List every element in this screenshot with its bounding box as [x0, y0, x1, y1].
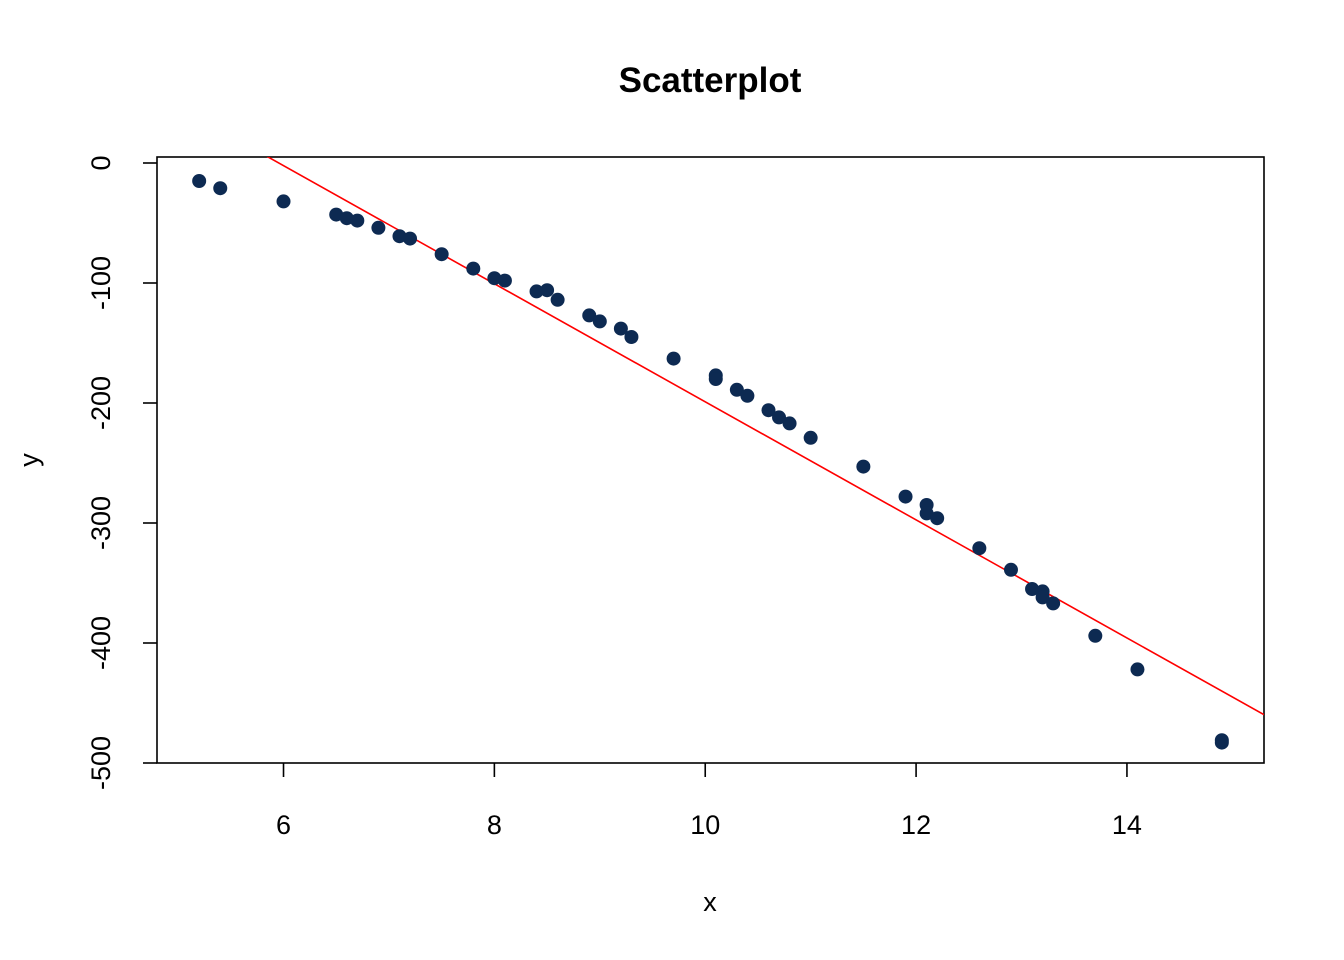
data-point — [540, 283, 555, 298]
chart-title: Scatterplot — [619, 61, 802, 100]
data-point — [1214, 735, 1229, 750]
data-point — [392, 229, 407, 244]
data-point — [1003, 562, 1018, 577]
plot-area-frame — [156, 156, 1265, 764]
data-point — [403, 231, 418, 246]
data-point — [339, 211, 354, 226]
data-point — [466, 261, 481, 276]
data-point — [329, 207, 344, 222]
y-tick-label: -100 — [86, 256, 116, 310]
data-point — [772, 410, 787, 425]
x-axis-title: x — [703, 887, 717, 917]
data-point — [856, 459, 871, 474]
data-point — [1025, 582, 1040, 596]
x-axis: 6 8 10 12 14 — [276, 763, 1142, 840]
data-point — [192, 174, 207, 188]
y-tick-label: -200 — [86, 376, 116, 430]
data-point — [761, 403, 776, 418]
data-point — [1046, 596, 1061, 611]
y-axis-title: y — [14, 453, 44, 467]
x-tick-label: 10 — [690, 810, 720, 840]
x-tick-label: 12 — [901, 810, 931, 840]
y-tick-label: -500 — [86, 736, 116, 790]
data-point — [1035, 590, 1050, 605]
data-point — [930, 511, 945, 526]
data-point — [1130, 662, 1145, 677]
data-point — [708, 372, 723, 386]
data-point — [497, 273, 512, 288]
data-point — [592, 314, 607, 329]
x-tick-label: 14 — [1112, 810, 1142, 840]
data-point — [371, 220, 386, 235]
data-point — [729, 382, 744, 397]
data-point — [487, 271, 502, 286]
data-point — [803, 430, 818, 445]
data-point — [550, 292, 565, 307]
data-point — [919, 506, 934, 521]
x-tick-label: 8 — [487, 810, 502, 840]
data-point — [740, 388, 755, 403]
y-tick-label: 0 — [86, 155, 116, 170]
data-point — [666, 351, 681, 366]
data-point — [434, 247, 449, 262]
y-tick-label: -300 — [86, 496, 116, 550]
x-tick-label: 6 — [276, 810, 291, 840]
data-point — [582, 308, 597, 323]
data-point — [213, 181, 228, 196]
data-point — [972, 541, 987, 556]
data-point — [782, 416, 797, 431]
data-point — [898, 489, 913, 504]
data-point — [624, 330, 639, 344]
y-tick-label: -400 — [86, 616, 116, 670]
points-layer — [192, 174, 1229, 750]
data-point — [529, 284, 544, 299]
data-point — [350, 213, 365, 228]
fit-line-layer — [266, 157, 1264, 716]
data-point — [276, 194, 291, 209]
y-axis: 0 -100 -200 -300 -400 -500 — [86, 155, 157, 790]
data-point — [1088, 628, 1103, 643]
data-point — [613, 321, 628, 336]
regression-line — [266, 157, 1264, 716]
